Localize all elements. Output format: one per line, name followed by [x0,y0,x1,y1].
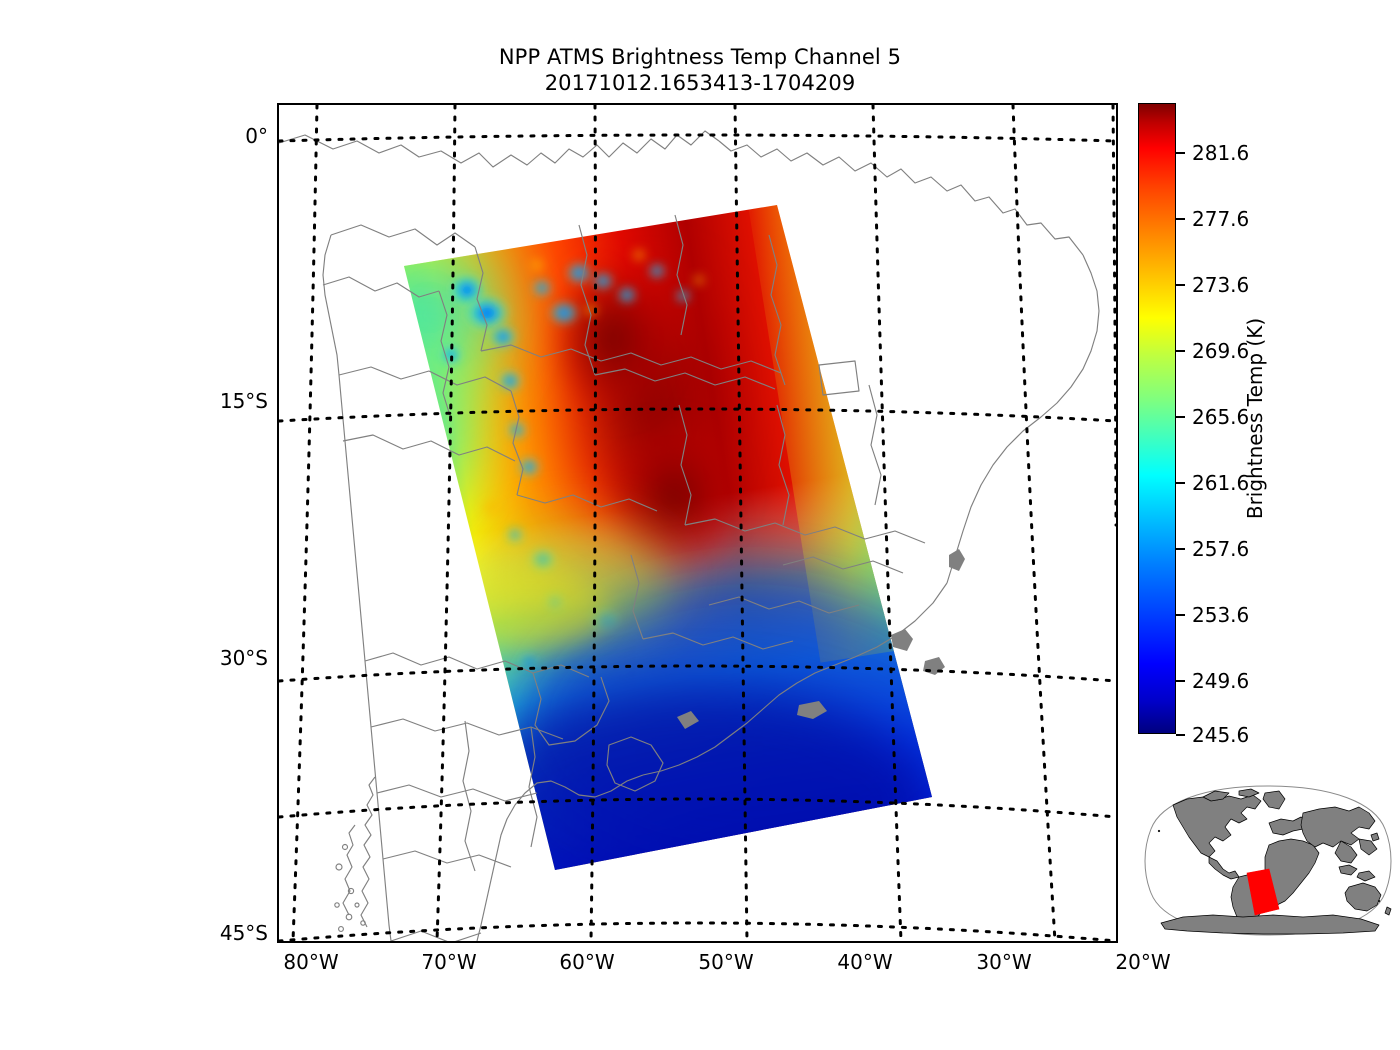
parallel-0 [279,133,1116,143]
warm-speckle-cells [483,248,706,516]
colorbar-label-265-6: 265.6 [1192,405,1250,429]
lat-tick-30S: 30°S [219,646,268,670]
lon-tick-50W: 50°W [698,950,754,974]
colorbar-tick-mark [1176,614,1185,616]
meridian-70W [435,105,457,941]
meridian-20W [1111,105,1116,527]
lon-tick-30W: 30°W [976,950,1032,974]
lon-tick-40W: 40°W [837,950,893,974]
meridian-50W [733,105,749,941]
colorbar-tick-mark [1176,152,1185,154]
colorbar: 281.6 277.6 273.6 269.6 265.6 261.6 257.… [1138,103,1249,747]
colorbar-tick-mark [1176,482,1185,484]
inset-canvas [1144,785,1392,936]
title-line-2: 20171012.1653413-1704209 [544,71,856,95]
lat-tick-15S: 15°S [219,389,268,413]
lat-tick-45S: 45°S [219,921,268,945]
colorbar-label-253-6: 253.6 [1192,603,1250,627]
colorbar-label-273-6: 273.6 [1192,273,1250,297]
colorbar-label-245-6: 245.6 [1192,723,1250,747]
page-title: NPP ATMS Brightness Temp Channel 5 20171… [0,44,1400,96]
lat-tick-0: 0° [245,124,268,148]
colorbar-gradient [1138,103,1176,734]
colorbar-axis-title: Brightness Temp (K) [1243,0,1273,519]
coastlines-and-borders [279,130,1100,941]
colorbar-label-261-6: 261.6 [1192,471,1250,495]
lon-tick-80W: 80°W [283,950,339,974]
lon-tick-70W: 70°W [421,950,477,974]
inset-landmasses [1157,788,1392,935]
map-canvas [279,105,1116,941]
colorbar-label-249-6: 249.6 [1192,669,1250,693]
swath-footprint-highlight [1246,868,1280,916]
colorbar-label-269-6: 269.6 [1192,339,1250,363]
meridian-60W [589,105,597,941]
parallel-15S [279,407,1116,423]
colorbar-tick-mark [1176,734,1185,736]
lon-tick-20W: 20°W [1115,950,1171,974]
meridian-80W [291,105,319,941]
meridian-30W [1011,105,1057,941]
colorbar-label-257-6: 257.6 [1192,537,1250,561]
graticule [279,105,1116,941]
map-axes [277,103,1118,943]
colorbar-tick-mark [1176,350,1185,352]
colorbar-label-277-6: 277.6 [1192,207,1250,231]
colorbar-tick-mark [1176,548,1185,550]
colorbar-tick-mark [1176,416,1185,418]
colorbar-tick-mark [1176,680,1185,682]
parallel-45S [279,921,1116,941]
colorbar-tick-mark [1176,218,1185,220]
hot-core-secondary [548,258,676,418]
lon-tick-60W: 60°W [559,950,615,974]
colorbar-label-281-6: 281.6 [1192,141,1250,165]
meridian-40W [871,105,903,941]
colorbar-axis-title-text: Brightness Temp (K) [1243,317,1267,520]
world-locator-map [1143,783,1393,938]
parallel-30S [279,664,1116,683]
colorbar-tick-mark [1176,284,1185,286]
parallel-375S [279,797,1116,819]
title-line-1: NPP ATMS Brightness Temp Channel 5 [498,45,902,69]
